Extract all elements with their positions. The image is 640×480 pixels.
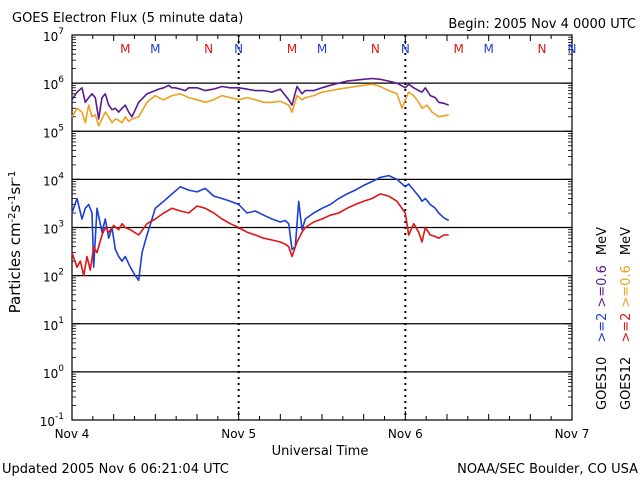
legend-goes10-ge2: >=2 [595, 313, 610, 343]
y-axis: 107 106 105 104 103 102 101 100 10-1 [40, 27, 572, 429]
y-tick-label: 107 [43, 27, 64, 44]
legend: GOES10 >=2 >=0.6 MeV GOES12 >=2 >=0.6 MeV [595, 227, 634, 410]
x-axis-label: Universal Time [272, 444, 369, 459]
x-tick-label: Nov 7 [555, 427, 590, 441]
marker-n: N [234, 42, 243, 56]
series-line [71, 193, 449, 277]
y-tick-label: 105 [43, 123, 64, 140]
marker-m: M [287, 42, 297, 56]
y-tick-label: 101 [43, 316, 64, 333]
begin-time: Begin: 2005 Nov 4 0000 UTC [448, 17, 636, 32]
x-tick-label: Nov 4 [55, 427, 90, 441]
series-group [71, 77, 450, 282]
marker-n: N [401, 42, 410, 56]
credit-text: NOAA/SEC Boulder, CO USA [457, 462, 638, 477]
updated-text: Updated 2005 Nov 6 06:21:04 UTC [2, 462, 229, 477]
x-tick-label: Nov 5 [221, 427, 256, 441]
marker-n: N [371, 42, 380, 56]
legend-goes12-unit: MeV [619, 227, 634, 255]
series-line [71, 77, 449, 120]
legend-goes12-ge06: >=0.6 [619, 265, 634, 307]
y-tick-label: 104 [43, 171, 64, 188]
marker-n: N [204, 42, 213, 56]
y-tick-label: 106 [43, 75, 64, 92]
marker-m: M [150, 42, 160, 56]
series-line [71, 83, 449, 127]
legend-goes10: GOES10 >=2 >=0.6 MeV [595, 227, 610, 410]
legend-goes12-ge2: >=2 [619, 313, 634, 343]
legend-goes12-sat: GOES12 [619, 357, 634, 410]
marker-m: M [120, 42, 130, 56]
marker-m: M [483, 42, 493, 56]
x-tick-label: Nov 6 [388, 427, 423, 441]
legend-goes10-unit: MeV [595, 227, 610, 255]
marker-m: M [453, 42, 463, 56]
x-axis: Nov 4 Nov 5 Nov 6 Nov 7 [55, 35, 590, 441]
legend-goes12: GOES12 >=2 >=0.6 MeV [619, 227, 634, 410]
legend-goes10-ge06: >=0.6 [595, 265, 610, 307]
marker-n: N [538, 42, 547, 56]
y-axis-label: Particles cm-2s-1sr-1 [6, 171, 24, 314]
marker-n: N [568, 42, 577, 56]
y-tick-label: 102 [43, 268, 64, 285]
legend-goes10-sat: GOES10 [595, 357, 610, 410]
y-tick-label: 100 [43, 364, 64, 381]
y-tick-label: 10-1 [40, 412, 64, 429]
chart-title: GOES Electron Flux (5 minute data) [12, 11, 243, 26]
marker-m: M [317, 42, 327, 56]
y-tick-label: 103 [43, 220, 64, 237]
